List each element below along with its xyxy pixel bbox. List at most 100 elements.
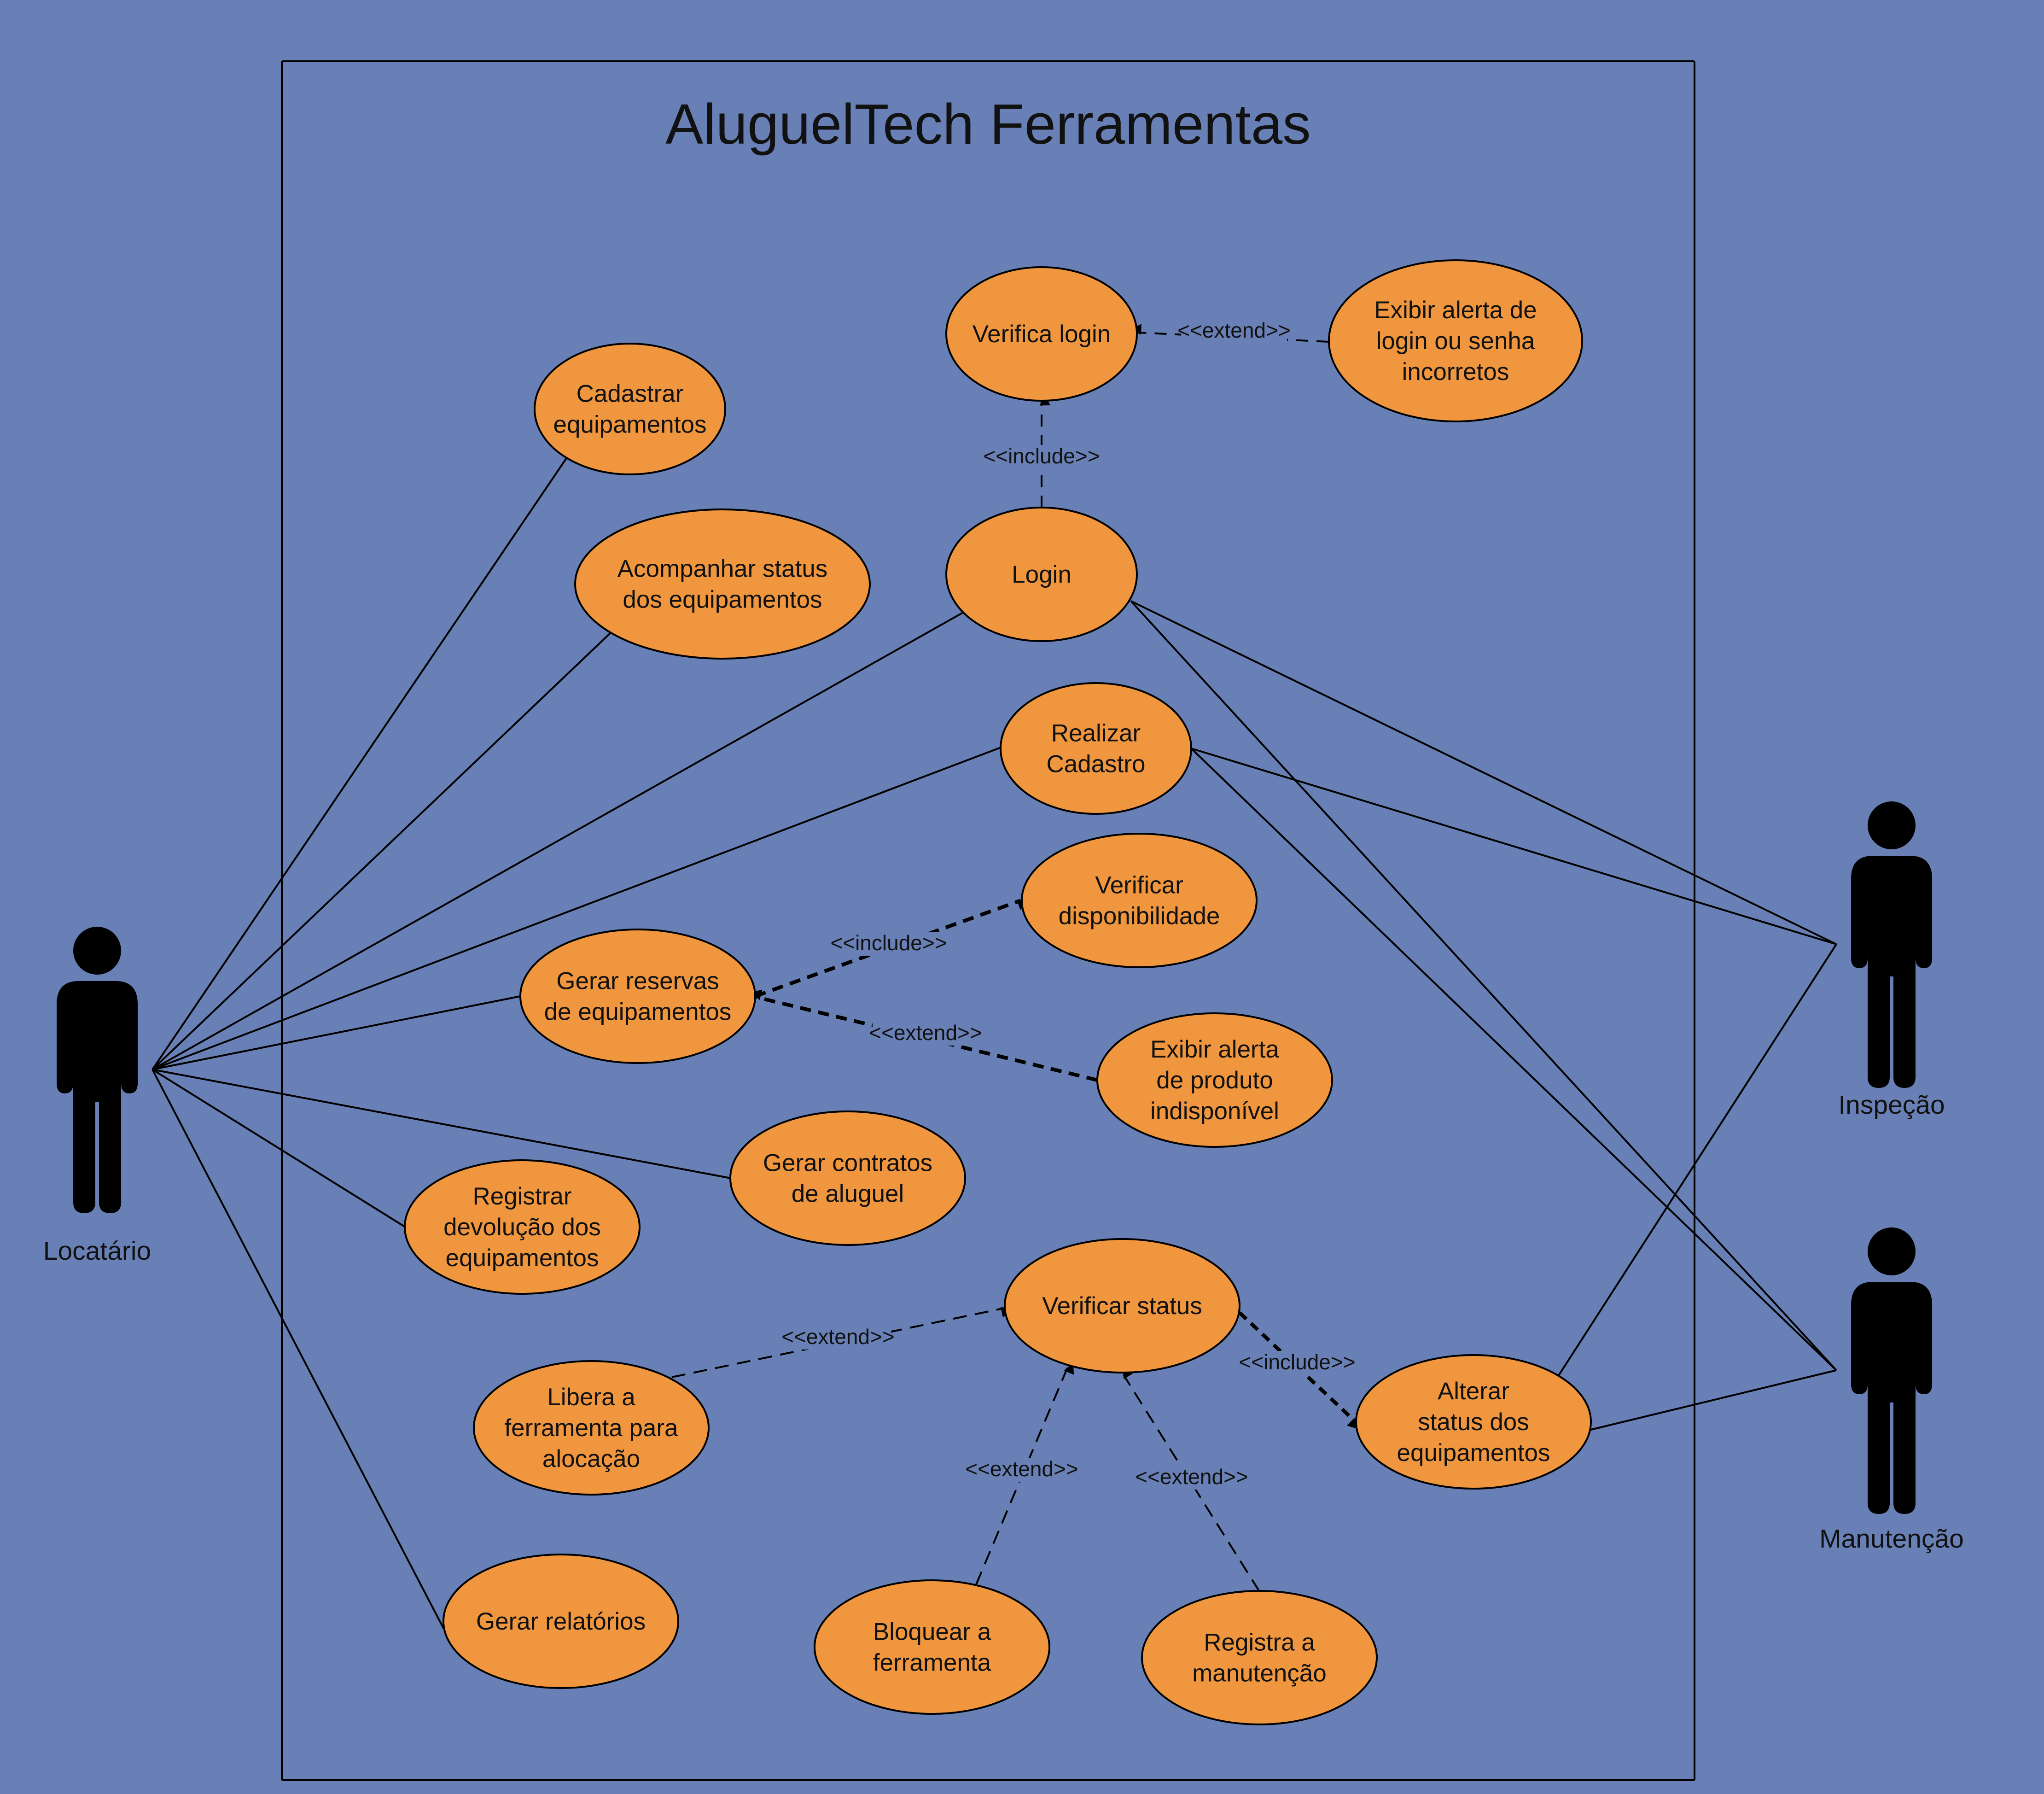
use-case-label: ferramenta para: [504, 1414, 678, 1442]
use-case-gerar_contratos[interactable]: Gerar contratos de aluguel: [729, 1110, 966, 1246]
relation-label-registra_manutencao-verificar_status: <<extend>>: [1135, 1465, 1248, 1489]
use-cases: Verifica login Exibir alerta de login ou s…: [404, 259, 1592, 1725]
relation-line-gerar_reservas-verificar_disp: [754, 899, 1029, 998]
use-case-alterar_status[interactable]: Alterar status dos equipamentos: [1355, 1354, 1592, 1490]
association-locatario-gerar_reservas: [152, 995, 521, 1070]
association-locatario-realizar_cadastro: [152, 747, 1001, 1070]
relation-label-gerar_reservas-verificar_disp: <<include>>: [830, 931, 947, 955]
use-case-ellipse[interactable]: [534, 343, 726, 475]
relation-label-verificar_status-alterar_status: <<include>>: [1239, 1350, 1355, 1374]
use-case-ellipse[interactable]: [1355, 1354, 1592, 1490]
use-case-label: Exibir alerta: [1150, 1036, 1279, 1063]
use-case-label: Gerar reservas: [556, 968, 719, 995]
use-case-exibir_alerta_login[interactable]: Exibir alerta de login ou senha incorretos: [1328, 259, 1583, 422]
relation-label-bg: [831, 932, 947, 956]
use-case-gerar_relatorios[interactable]: Gerar relatórios: [443, 1554, 679, 1689]
actor-label: Manutenção: [1819, 1524, 1964, 1554]
actor-body: [1851, 1282, 1932, 1514]
use-case-ellipse[interactable]: [945, 266, 1138, 402]
use-case-label: Alterar: [1438, 1378, 1509, 1405]
relation-label-bg: [1139, 1466, 1245, 1490]
use-case-ellipse[interactable]: [1021, 833, 1258, 968]
relation-label-bg: [984, 445, 1100, 469]
use-case-label: manutenção: [1192, 1660, 1327, 1687]
use-case-registrar_devolucao[interactable]: Registrar devolução dos equipamentos: [404, 1159, 641, 1295]
association-locatario-acompanhar_status: [151, 631, 612, 1070]
diagram-title: AluguelTech Ferramentas: [665, 93, 1311, 156]
use-case-label: Verificar: [1095, 872, 1183, 899]
use-case-label: alocação: [542, 1445, 640, 1473]
actor-label: Inspeção: [1838, 1090, 1945, 1120]
use-case-label: devolução dos: [443, 1214, 601, 1241]
use-case-ellipse[interactable]: [404, 1159, 641, 1295]
relation-label-bloquear_ferramenta-verificar_status: <<extend>>: [965, 1457, 1078, 1481]
actor-head: [1868, 801, 1916, 849]
use-case-ellipse[interactable]: [1004, 1238, 1240, 1373]
use-case-acompanhar_status[interactable]: Acompanhar status dos equipamentos: [574, 508, 871, 660]
relation-label-bg: [785, 1326, 891, 1350]
association-manutencao-login: [1130, 600, 1837, 1371]
use-case-label: de equipamentos: [544, 999, 732, 1026]
relation-label-bg: [1239, 1351, 1355, 1375]
relation-line-libera_ferramenta-verificar_status: [671, 1307, 1013, 1378]
use-case-ellipse[interactable]: [519, 929, 756, 1064]
association-locatario-cadastrar_equip: [151, 457, 567, 1070]
use-case-label: indisponível: [1150, 1098, 1279, 1125]
use-case-ellipse[interactable]: [1000, 682, 1192, 815]
use-case-cadastrar_equip[interactable]: Cadastrar equipamentos: [534, 343, 726, 475]
use-case-ellipse[interactable]: [574, 508, 871, 660]
use-case-label: Cadastrar: [577, 380, 684, 408]
use-case-label: login ou senha: [1376, 327, 1535, 355]
use-case-ellipse[interactable]: [473, 1360, 710, 1496]
system-boundary: [281, 60, 1695, 1781]
actor-head: [73, 927, 121, 975]
association-inspecao-realizar_cadastro: [1191, 748, 1837, 945]
use-case-label: Verificar status: [1042, 1292, 1202, 1320]
use-case-bloquear_ferramenta[interactable]: Bloquear a ferramenta: [814, 1579, 1050, 1715]
use-case-label: Bloquear a: [873, 1619, 991, 1646]
use-case-label: de aluguel: [792, 1180, 904, 1208]
use-case-gerar_reservas[interactable]: Gerar reservas de equipamentos: [519, 929, 756, 1064]
use-case-label: dos equipamentos: [623, 586, 822, 614]
use-case-label: Login: [1012, 561, 1071, 588]
use-case-ellipse[interactable]: [729, 1110, 966, 1246]
use-case-verificar_disp[interactable]: Verificar disponibilidade: [1021, 833, 1258, 968]
use-case-label: Gerar relatórios: [476, 1608, 646, 1635]
use-case-libera_ferramenta[interactable]: Libera a ferramenta para alocação: [473, 1360, 710, 1496]
association-locatario-gerar_relatorios: [151, 1069, 444, 1629]
relationship-lines: <<include>> <<extend>> <<include>> <<extend…: [671, 318, 1359, 1592]
association-inspecao-login: [1130, 600, 1837, 945]
use-case-label: de produto: [1156, 1067, 1273, 1094]
use-case-ellipse[interactable]: [945, 507, 1138, 642]
use-case-label: Cadastro: [1046, 751, 1145, 778]
use-case-verifica_login[interactable]: Verifica login: [945, 266, 1138, 402]
actor-body: [1851, 856, 1932, 1088]
use-case-ellipse[interactable]: [1141, 1590, 1378, 1725]
use-case-label: Libera a: [547, 1384, 635, 1411]
use-case-ellipse[interactable]: [443, 1554, 679, 1689]
use-case-realizar_cadastro[interactable]: Realizar Cadastro: [1000, 682, 1192, 815]
association-locatario-registrar_devolucao: [151, 1069, 406, 1228]
actor-label: Locatário: [43, 1236, 151, 1266]
use-case-registra_manutencao[interactable]: Registra a manutenção: [1141, 1590, 1378, 1725]
actor-body: [57, 981, 138, 1213]
relation-label-libera_ferramenta-verificar_status: <<extend>>: [781, 1325, 895, 1349]
use-case-verificar_status[interactable]: Verificar status: [1004, 1238, 1240, 1373]
relation-label-exibir_alerta_login-verifica_login: <<extend>>: [1177, 318, 1291, 342]
association-manutencao-alterar_status: [1590, 1369, 1837, 1431]
association-inspecao-alterar_status: [1555, 943, 1837, 1381]
actor-inspecao: Inspeção: [1838, 801, 1945, 1120]
use-case-ellipse[interactable]: [1096, 1012, 1333, 1148]
use-case-exibir_alerta_produto[interactable]: Exibir alerta de produto indisponível: [1096, 1012, 1333, 1148]
actor-locatario: Locatário: [43, 927, 151, 1266]
use-case-ellipse[interactable]: [814, 1579, 1050, 1715]
use-case-label: Exibir alerta de: [1374, 297, 1537, 324]
use-case-label: equipamentos: [446, 1245, 599, 1272]
use-case-label: disponibilidade: [1059, 903, 1220, 930]
use-case-login[interactable]: Login: [945, 507, 1138, 642]
relation-label-bg: [1181, 319, 1287, 343]
use-case-label: Registra a: [1204, 1629, 1315, 1656]
use-case-ellipse[interactable]: [1328, 259, 1583, 422]
use-case-label: Gerar contratos: [763, 1150, 932, 1177]
